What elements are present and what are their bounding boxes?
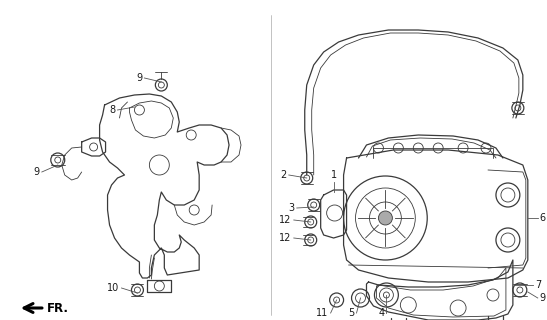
Text: 6: 6 <box>540 213 546 223</box>
Text: 8: 8 <box>109 105 115 115</box>
Text: 2: 2 <box>281 170 287 180</box>
Text: 12: 12 <box>280 233 292 243</box>
Text: 9: 9 <box>540 293 546 303</box>
Text: 11: 11 <box>316 308 329 318</box>
Text: 10: 10 <box>107 283 119 293</box>
Text: 3: 3 <box>289 203 295 213</box>
Text: 1: 1 <box>330 170 337 180</box>
Text: 4: 4 <box>379 308 385 318</box>
Circle shape <box>379 211 392 225</box>
Text: 9: 9 <box>136 73 142 83</box>
Text: 9: 9 <box>34 167 40 177</box>
Text: 12: 12 <box>280 215 292 225</box>
Text: 5: 5 <box>348 308 354 318</box>
Text: FR.: FR. <box>47 301 69 315</box>
Text: 7: 7 <box>535 280 541 290</box>
